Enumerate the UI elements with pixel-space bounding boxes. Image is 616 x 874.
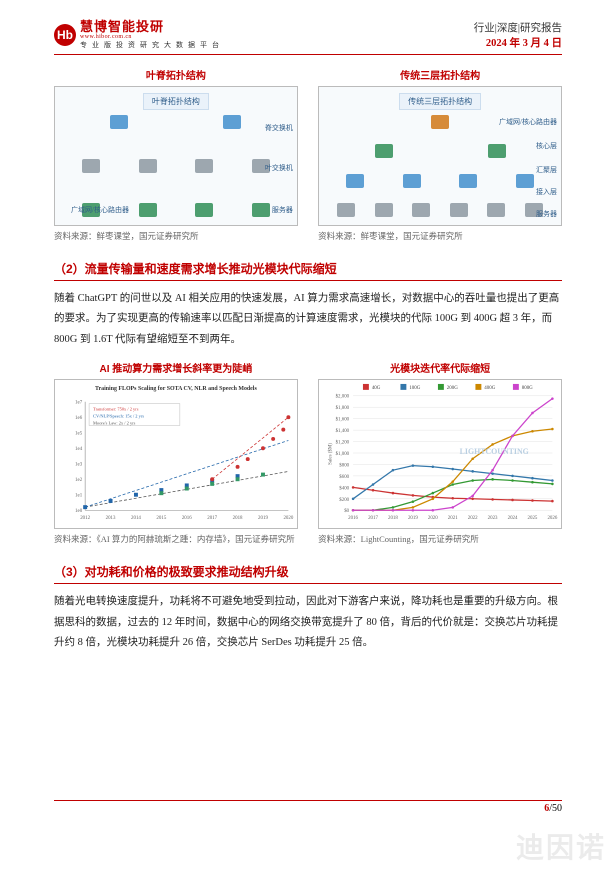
fig2-left-source: 资料来源：《AI 算力的阿赫琉斯之踵：内存墙》，国元证券研究所 [54,533,298,545]
svg-text:2013: 2013 [106,517,116,522]
line-svg: $0 $200 $400 $600 $800 $1,000 $1,200 $1,400 $1,6… [319,380,561,528]
svg-text:400G: 400G [484,386,495,391]
svg-text:2016: 2016 [182,517,192,522]
svg-text:2025: 2025 [528,517,538,522]
svg-text:$1,000: $1,000 [336,452,350,457]
svg-text:2018: 2018 [388,517,398,522]
svg-text:2014: 2014 [131,517,141,522]
svg-text:1e2: 1e2 [75,479,83,484]
fig2-right-source: 资料来源：LightCounting，国元证券研究所 [318,533,562,545]
svg-text:2016: 2016 [348,517,358,522]
svg-text:$1,200: $1,200 [336,441,350,446]
svg-text:$800: $800 [339,464,349,469]
fig1-right-inner: 传统三层拓扑结构 [399,93,481,110]
fig1-right-box: 传统三层拓扑结构 广域网/核心路由器 核心层 汇聚层 接入层 服务器 [318,86,562,226]
svg-text:2012: 2012 [80,517,90,522]
logo-en: www.hibor.com.cn [80,34,224,40]
fig1-right-source: 资料来源：鲜枣课堂，国元证券研究所 [318,230,562,242]
page-header: Hb 慧博智能投研 www.hibor.com.cn 专业版投资研究大数据平台 … [54,20,562,55]
fig2-left-title: AI 推动算力需求增长斜率更为陡峭 [54,360,298,375]
fig1-left-inner: 叶脊拓扑结构 [143,93,209,110]
svg-text:1e7: 1e7 [75,401,83,406]
svg-text:$200: $200 [339,498,349,503]
fig2-right-chart: $0 $200 $400 $600 $800 $1,000 $1,200 $1,400 $1,6… [318,379,562,529]
fig1-left-l2: 叶交换机 [265,163,293,173]
logo-cn: 慧博智能投研 [80,20,224,33]
svg-text:2020: 2020 [428,517,438,522]
fig2-right-title: 光模块迭代率代际缩短 [318,360,562,375]
svg-text:2020: 2020 [283,517,293,522]
figure-row-charts: AI 推动算力需求增长斜率更为陡峭 Training FLOPs Scaling… [54,360,562,545]
svg-text:Training FLOPs Scaling for SOT: Training FLOPs Scaling for SOTA CV, NLR … [95,386,257,392]
fig1-left-title: 叶脊拓扑结构 [54,67,298,82]
svg-text:2023: 2023 [488,517,498,522]
svg-text:2024: 2024 [508,517,518,522]
svg-text:2019: 2019 [258,517,268,522]
watermark: 迪因诺 [516,826,606,866]
svg-text:100G: 100G [409,386,420,391]
svg-text:2019: 2019 [408,517,418,522]
fig1-left-source: 资料来源：鲜枣课堂，国元证券研究所 [54,230,298,242]
svg-text:CV/NLP/Speech: 15x / 2 yrs: CV/NLP/Speech: 15x / 2 yrs [93,414,144,419]
svg-text:$600: $600 [339,475,349,480]
page-total: /50 [549,803,562,814]
logo-sub: 专业版投资研究大数据平台 [80,42,224,49]
svg-text:1e6: 1e6 [75,417,83,422]
svg-text:$1,800: $1,800 [336,407,350,412]
fig1-right-title: 传统三层拓扑结构 [318,67,562,82]
svg-text:1e3: 1e3 [75,463,83,468]
section-3-heading: （3）对功耗和价格的极致要求推动结构升级 [54,563,562,584]
svg-text:Moore's Law: 2x / 2 yrs: Moore's Law: 2x / 2 yrs [93,421,136,426]
logo-icon: Hb [54,24,76,46]
section-2-body: 随着 ChatGPT 的问世以及 AI 相关应用的快速发展，AI 算力需求高速增… [54,289,562,350]
svg-text:1e4: 1e4 [75,448,83,453]
svg-text:LIGHTCOUNTING: LIGHTCOUNTING [460,447,529,456]
svg-text:2026: 2026 [548,517,558,522]
svg-text:2015: 2015 [156,517,166,522]
svg-text:1e0: 1e0 [75,510,83,515]
svg-text:2022: 2022 [468,517,478,522]
fig1-left-l1: 脊交换机 [265,123,293,133]
fig1-right-l5: 服务器 [536,209,557,219]
section-3-body: 随着光电转换速度提升，功耗将不可避免地受到拉动，因此对下游客户来说，降功耗也是重… [54,592,562,653]
svg-text:$2,000: $2,000 [336,395,350,400]
report-date: 2024 年 3 月 4 日 [474,35,562,50]
svg-text:1e5: 1e5 [75,432,83,437]
figure-row-topology: 叶脊拓扑结构 叶脊拓扑结构 脊交换机 叶交换机 广域网/核心路由器 服务器 资料… [54,67,562,242]
svg-text:$400: $400 [339,487,349,492]
fig1-right-l2: 核心层 [536,141,557,151]
section-2-heading: （2）流量传输量和速度需求增长推动光模块代际缩短 [54,260,562,281]
svg-text:$1,400: $1,400 [336,430,350,435]
svg-text:200G: 200G [447,386,458,391]
svg-text:Transformer: 750x / 2 yrs: Transformer: 750x / 2 yrs [93,407,139,412]
report-type: 行业|深度|研究报告 [474,20,562,35]
svg-text:$0: $0 [344,510,349,515]
fig1-left-l4: 服务器 [272,205,293,215]
svg-text:2017: 2017 [368,517,378,522]
fig1-left-l3: 广域网/核心路由器 [71,205,129,215]
fig1-right-l3: 汇聚层 [536,165,557,175]
svg-text:$1,600: $1,600 [336,418,350,423]
svg-text:2017: 2017 [207,517,217,522]
fig1-right-l4: 接入层 [536,187,557,197]
svg-text:1e1: 1e1 [75,494,83,499]
svg-text:40G: 40G [372,386,381,391]
svg-text:800G: 800G [522,386,533,391]
page-footer: 6/50 [54,800,562,814]
fig1-left-box: 叶脊拓扑结构 脊交换机 叶交换机 广域网/核心路由器 服务器 [54,86,298,226]
fig2-left-chart: Training FLOPs Scaling for SOTA CV, NLR … [54,379,298,529]
scatter-svg: Training FLOPs Scaling for SOTA CV, NLR … [55,380,297,528]
svg-text:Sales ($M): Sales ($M) [329,443,334,465]
logo-block: Hb 慧博智能投研 www.hibor.com.cn 专业版投资研究大数据平台 [54,20,224,49]
fig1-right-l1: 广域网/核心路由器 [499,117,557,127]
svg-text:2018: 2018 [233,517,243,522]
svg-text:2021: 2021 [448,517,458,522]
